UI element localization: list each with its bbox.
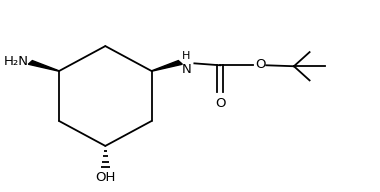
Text: OH: OH	[95, 171, 116, 184]
Text: O: O	[255, 58, 266, 71]
Polygon shape	[28, 60, 59, 71]
Text: H₂N: H₂N	[3, 55, 28, 68]
Text: N: N	[182, 63, 191, 76]
Polygon shape	[152, 60, 182, 71]
Text: H: H	[182, 51, 191, 61]
Text: O: O	[215, 97, 225, 110]
